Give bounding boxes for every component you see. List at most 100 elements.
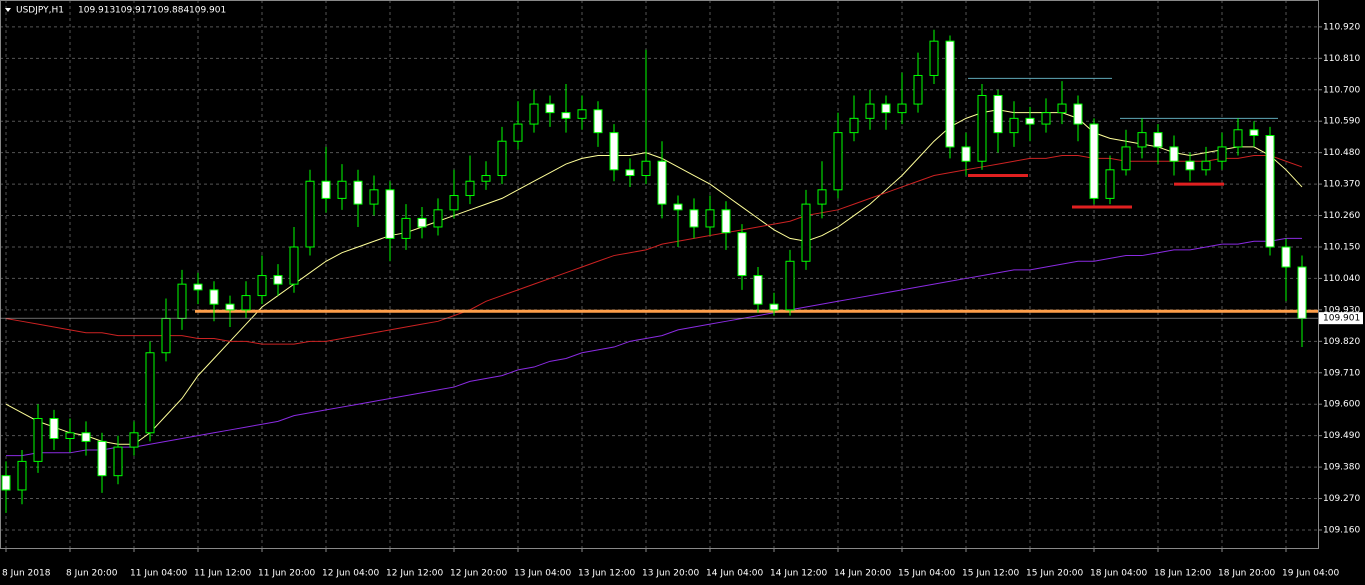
current-price-box bbox=[1319, 312, 1363, 325]
candle-body bbox=[1297, 266, 1307, 319]
axes: 110.920 110.810 110.700 110.590 110.480 110.3… bbox=[0, 22, 1363, 579]
candle-body bbox=[657, 160, 667, 205]
candle-body bbox=[1249, 129, 1259, 136]
symbol: USDJPY,H1 bbox=[16, 6, 64, 16]
candle-body bbox=[817, 189, 827, 205]
candle-body bbox=[1, 475, 11, 491]
candle-body bbox=[337, 180, 347, 199]
candle-body bbox=[945, 40, 955, 148]
candle-body bbox=[737, 232, 747, 277]
candle-body bbox=[225, 303, 235, 311]
candle-body bbox=[1073, 103, 1083, 125]
candle-body bbox=[497, 140, 507, 177]
x-tick-label: 14 Jun 04:00 bbox=[706, 569, 763, 579]
x-tick-label: 13 Jun 04:00 bbox=[514, 569, 571, 579]
candle-body bbox=[913, 74, 923, 105]
x-tick-label: 18 Jun 20:00 bbox=[1218, 569, 1275, 579]
candle-body bbox=[929, 40, 939, 76]
candle-body bbox=[785, 260, 795, 311]
candle-body bbox=[1121, 146, 1131, 171]
y-tick-label: 110.480 bbox=[1323, 148, 1360, 158]
x-tick-label: 15 Jun 20:00 bbox=[1026, 569, 1083, 579]
candle-body bbox=[145, 352, 155, 434]
x-tick-label: 12 Jun 12:00 bbox=[386, 569, 443, 579]
x-tick-label: 12 Jun 20:00 bbox=[450, 569, 507, 579]
candle-body bbox=[1233, 129, 1243, 148]
candle-body bbox=[609, 132, 619, 171]
candle-body bbox=[289, 246, 299, 285]
candle-body bbox=[49, 418, 59, 440]
candle-body bbox=[721, 209, 731, 234]
candle-body bbox=[257, 275, 267, 297]
candle-body bbox=[1169, 146, 1179, 162]
candle-body bbox=[833, 132, 843, 191]
candle-body bbox=[369, 189, 379, 205]
y-tick-label: 109.380 bbox=[1323, 463, 1360, 473]
candle-body bbox=[433, 209, 443, 228]
menu-triangle[interactable] bbox=[5, 8, 11, 12]
y-tick-label: 109.710 bbox=[1323, 368, 1360, 378]
candle-body bbox=[129, 432, 139, 448]
candle-body bbox=[17, 460, 27, 491]
candle-body bbox=[1265, 134, 1275, 248]
candle-body bbox=[977, 94, 987, 162]
plot-frame bbox=[0, 0, 1319, 549]
candle-body bbox=[81, 432, 91, 442]
header-value: 109.884 bbox=[152, 6, 189, 16]
candle-body bbox=[65, 432, 75, 440]
y-tick-label: 110.920 bbox=[1323, 22, 1360, 32]
candle-body bbox=[1009, 117, 1019, 134]
y-tick-label: 109.600 bbox=[1323, 400, 1360, 410]
candle-body bbox=[673, 203, 683, 211]
y-tick-label: 110.810 bbox=[1323, 54, 1360, 64]
candle-body bbox=[161, 317, 171, 354]
x-tick-label: 12 Jun 04:00 bbox=[322, 569, 379, 579]
y-tick-label: 110.700 bbox=[1323, 85, 1360, 95]
candle-body bbox=[1217, 146, 1227, 162]
y-tick-label: 109.490 bbox=[1323, 431, 1360, 441]
candle-body bbox=[513, 123, 523, 142]
candle-body bbox=[1105, 169, 1115, 199]
header-value: 109.917 bbox=[115, 6, 152, 16]
candle-body bbox=[545, 103, 555, 114]
candle-body bbox=[705, 209, 715, 228]
x-tick-label: 8 Jun 2018 bbox=[2, 569, 51, 579]
candle-body bbox=[1041, 112, 1051, 125]
candle-body bbox=[769, 303, 779, 311]
header-value: 109.901 bbox=[189, 6, 226, 16]
candle-body bbox=[1137, 132, 1147, 148]
candle-body bbox=[353, 180, 363, 205]
candle-body bbox=[801, 203, 811, 262]
x-tick-label: 11 Jun 12:00 bbox=[194, 569, 251, 579]
y-tick-label: 110.370 bbox=[1323, 180, 1360, 190]
x-tick-label: 13 Jun 20:00 bbox=[642, 569, 699, 579]
candle-body bbox=[241, 295, 251, 311]
candle-body bbox=[849, 117, 859, 134]
x-tick-label: 19 Jun 04:00 bbox=[1282, 569, 1339, 579]
candle-body bbox=[625, 169, 635, 177]
candle-body bbox=[1089, 123, 1099, 199]
candle-body bbox=[1025, 117, 1035, 125]
candle-body bbox=[753, 275, 763, 305]
candle-body bbox=[897, 103, 907, 114]
candle-body bbox=[401, 217, 411, 239]
x-tick-label: 18 Jun 12:00 bbox=[1154, 569, 1211, 579]
candle-body bbox=[865, 103, 875, 119]
candle-body bbox=[481, 175, 491, 182]
x-tick-label: 14 Jun 20:00 bbox=[834, 569, 891, 579]
candle-body bbox=[881, 103, 891, 114]
candle-body bbox=[113, 446, 123, 477]
candle-body bbox=[449, 195, 459, 211]
y-tick-label: 110.040 bbox=[1323, 274, 1360, 284]
candle-body bbox=[561, 112, 571, 119]
y-tick-label: 110.260 bbox=[1323, 211, 1360, 221]
candle-body bbox=[305, 180, 315, 248]
candle-body bbox=[1185, 160, 1195, 171]
x-tick-label: 13 Jun 12:00 bbox=[578, 569, 635, 579]
candle-body bbox=[33, 418, 43, 462]
candle-body bbox=[529, 103, 539, 125]
x-tick-label: 15 Jun 04:00 bbox=[898, 569, 955, 579]
moving-average bbox=[5, 155, 1303, 345]
y-tick-label: 109.820 bbox=[1323, 337, 1360, 347]
